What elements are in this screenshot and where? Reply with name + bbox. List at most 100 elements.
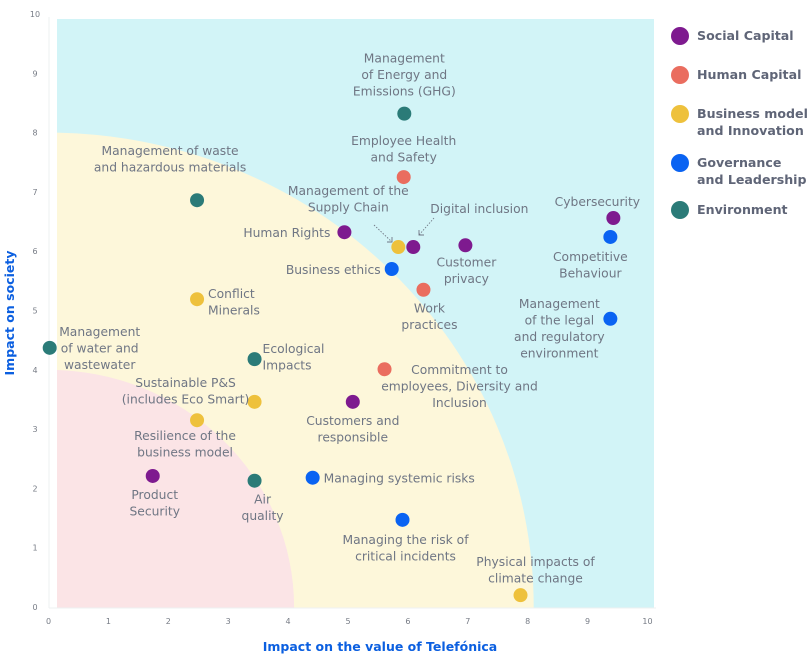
y-tick-label: 7	[32, 188, 37, 197]
point-business-ethics[interactable]	[384, 261, 399, 276]
y-tick-label: 5	[32, 307, 37, 316]
label-line: Management	[364, 52, 445, 66]
y-tick-label: 8	[32, 129, 37, 138]
label-line: and Safety	[371, 151, 437, 165]
label-management-of-waste-and-hazardous-materials: Management of waste and hazardous materia…	[94, 144, 246, 175]
label-line: responsible	[318, 430, 389, 444]
x-tick-label: 9	[585, 617, 590, 626]
x-tick-label: 10	[642, 617, 652, 626]
legend-swatch-icon	[671, 154, 689, 172]
legend-label-line: Social Capital	[697, 28, 794, 43]
legend-label: Business model and Innovation	[697, 106, 808, 138]
point-labels: Management of Energy and Emissions (GHG) Em…	[59, 52, 640, 586]
point-managing-the-risk-of-critical-incidents[interactable]	[395, 512, 410, 527]
label-management-of-the-supply-chain: Management of the Supply Chain	[288, 184, 409, 215]
label-line: Security	[129, 504, 180, 518]
point-management-of-energy-and-emissions-ghg[interactable]	[397, 106, 412, 121]
legend-label-line: Environment	[697, 202, 788, 217]
label-line: Managing systemic risks	[324, 472, 475, 486]
label-line: wastewater	[64, 358, 136, 372]
label-line: Digital inclusion	[430, 202, 528, 216]
point-human-rights[interactable]	[337, 225, 352, 240]
legend-label-line: Governance	[697, 155, 781, 170]
x-tick-label: 8	[525, 617, 530, 626]
supply-chain-arrowhead	[387, 237, 393, 243]
label-business-ethics: Business ethics	[286, 263, 381, 277]
point-air-quality[interactable]	[247, 473, 262, 488]
supply-chain-arrow	[373, 224, 393, 243]
label-line: quality	[242, 509, 284, 523]
y-axis-ticks: 0 1 2 3 4 5 6 7 8 9 10	[30, 10, 40, 612]
label-human-rights: Human Rights	[243, 226, 330, 240]
y-tick-label: 2	[32, 484, 37, 493]
point-cybersecurity[interactable]	[606, 210, 621, 225]
legend-swatch-icon	[671, 201, 689, 219]
point-commitment-to-employees-diversity-and-inclusion[interactable]	[377, 362, 392, 377]
legend-item-governance-and-leadership[interactable]: Governance and Leadership	[671, 154, 807, 187]
x-tick-label: 7	[465, 617, 470, 626]
point-management-of-the-legal-and-regulatory-environment[interactable]	[603, 311, 618, 326]
point-work-practices[interactable]	[416, 282, 431, 297]
label-customers-and-responsible: Customers and responsible	[306, 414, 399, 445]
label-line: climate change	[488, 572, 583, 586]
point-management-of-waste-and-hazardous-materials[interactable]	[190, 193, 205, 208]
legend-item-business-model-and-innovation[interactable]: Business model and Innovation	[671, 105, 808, 138]
label-line: privacy	[444, 272, 489, 286]
point-competitive-behaviour[interactable]	[603, 229, 618, 244]
label-line: and hazardous materials	[94, 161, 246, 175]
legend-label: Environment	[697, 202, 788, 217]
label-line: Minerals	[208, 304, 260, 318]
point-customer-privacy[interactable]	[458, 238, 473, 253]
label-physical-impacts-of-climate-change: Physical impacts of climate change	[476, 555, 595, 586]
label-line: Behaviour	[559, 266, 622, 280]
legend-item-social-capital[interactable]: Social Capital	[671, 27, 794, 45]
point-managing-systemic-risks[interactable]	[305, 470, 320, 485]
point-resilience-of-the-business-model[interactable]	[190, 413, 205, 428]
label-line: Management	[519, 297, 600, 311]
point-sustainable-p-s-includes-eco-smart[interactable]	[247, 394, 262, 409]
label-product-security: Product Security	[129, 488, 180, 519]
legend-swatch-icon	[671, 66, 689, 84]
label-line: Customer	[437, 255, 498, 269]
label-cybersecurity: Cybersecurity	[555, 195, 640, 209]
label-work-practices: Work practices	[401, 302, 457, 333]
label-line: Cybersecurity	[555, 195, 640, 209]
label-line: of the legal	[525, 313, 595, 327]
legend-label: Human Capital	[697, 67, 801, 82]
label-management-of-water-and-wastewater: Management of water and wastewater	[59, 325, 140, 372]
x-axis-title: Impact on the value of Telefónica	[263, 639, 497, 654]
point-customers-and-responsible[interactable]	[345, 394, 360, 409]
label-competitive-behaviour: Competitive Behaviour	[553, 250, 628, 281]
label-managing-the-risk-of-critical-incidents: Managing the risk of critical incidents	[342, 533, 469, 564]
legend-swatch-icon	[671, 27, 689, 45]
point-employee-health-and-safety[interactable]	[396, 170, 411, 185]
x-tick-label: 2	[166, 617, 171, 626]
label-customer-privacy: Customer privacy	[437, 255, 498, 286]
label-sustainable-p-s-includes-eco-smart: Sustainable P&S (includes Eco Smart)	[122, 376, 250, 407]
legend-label: Governance and Leadership	[697, 155, 807, 187]
x-tick-label: 4	[286, 617, 291, 626]
y-tick-label: 9	[32, 69, 37, 78]
label-line: Air	[254, 493, 272, 507]
label-air-quality: Air quality	[242, 493, 284, 524]
point-digital-inclusion[interactable]	[406, 240, 421, 255]
label-line: Conflict	[208, 287, 255, 301]
label-management-of-the-legal-and-regulatory-environment: Management of the legal and regulatory envi…	[514, 297, 605, 361]
label-line: and regulatory	[514, 330, 605, 344]
label-line: Impacts	[263, 359, 312, 373]
point-conflict-minerals[interactable]	[190, 292, 205, 307]
point-ecological-impacts[interactable]	[247, 352, 262, 367]
legend-label-line: Human Capital	[697, 67, 801, 82]
label-line: Management	[59, 325, 140, 339]
point-physical-impacts-of-climate-change[interactable]	[513, 588, 528, 603]
legend-label-line: and Leadership	[697, 172, 807, 187]
point-management-of-water-and-wastewater[interactable]	[42, 340, 57, 355]
legend-item-environment[interactable]: Environment	[671, 201, 788, 219]
x-tick-label: 0	[46, 617, 51, 626]
label-line: Product	[131, 488, 178, 502]
label-management-of-energy-and-emissions-ghg: Management of Energy and Emissions (GHG)	[353, 52, 456, 99]
digital-inclusion-arrow	[418, 217, 435, 236]
point-product-security[interactable]	[145, 468, 160, 483]
legend-item-human-capital[interactable]: Human Capital	[671, 66, 801, 84]
point-management-of-the-supply-chain[interactable]	[391, 240, 406, 255]
